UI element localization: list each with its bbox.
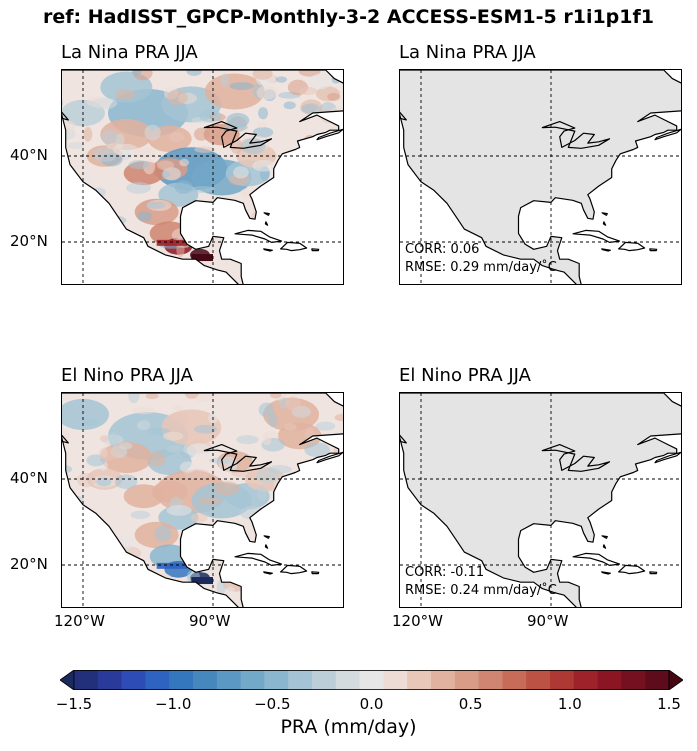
colorbar-tick-label: 0.5 <box>458 695 483 713</box>
lon-label-120w: 120°W <box>392 612 443 630</box>
colorbar-tick-label: 1.5 <box>657 695 681 713</box>
lat-label-20n: 20°N <box>10 555 48 573</box>
map-la-nina-model <box>61 69 344 285</box>
lat-label-40n: 40°N <box>10 469 48 487</box>
colorbar-swatch <box>359 670 384 690</box>
colorbar-swatch <box>97 670 123 690</box>
colorbar-swatch <box>431 670 456 690</box>
colorbar-swatches <box>59 669 684 691</box>
colorbar-swatch <box>502 670 527 690</box>
colorbar-extend-high <box>668 669 684 691</box>
colorbar-swatch <box>335 670 361 690</box>
rmse-value: RMSE: 0.29 mm/day/˚C <box>405 260 557 275</box>
colorbar-tick-label: 0.0 <box>359 695 384 713</box>
colorbar-swatch <box>216 670 242 690</box>
corr-value: CORR: -0.11 <box>405 565 485 580</box>
colorbar-swatch <box>240 670 265 690</box>
pra-field-map <box>62 393 343 607</box>
colorbar <box>59 669 684 691</box>
map-el-nino-model <box>61 392 344 608</box>
colorbar-swatch <box>597 670 622 690</box>
colorbar-swatch <box>264 670 289 690</box>
colorbar-swatch <box>526 670 551 690</box>
rmse-value: RMSE: 0.24 mm/day/˚C <box>405 583 557 598</box>
lon-label-120w: 120°W <box>54 612 105 630</box>
map-la-nina-ref: CORR: 0.06 RMSE: 0.29 mm/day/˚C <box>399 69 682 285</box>
lon-label-90w: 90°W <box>189 612 231 630</box>
lat-label-20n: 20°N <box>10 232 48 250</box>
colorbar-swatch <box>193 670 218 690</box>
panel-title-el-nino-model: El Nino PRA JJA <box>61 365 193 386</box>
map-el-nino-ref: CORR: -0.11 RMSE: 0.24 mm/day/˚C <box>399 392 682 608</box>
colorbar-tick-label: −1.5 <box>55 695 93 713</box>
colorbar-swatch <box>383 670 408 690</box>
reference-mask-map <box>400 70 681 284</box>
colorbar-label: PRA (mm/day) <box>280 716 417 738</box>
panel-title-la-nina-model: La Nina PRA JJA <box>61 42 198 63</box>
colorbar-swatch <box>550 670 575 690</box>
colorbar-swatch <box>312 670 337 690</box>
lat-label-40n: 40°N <box>10 146 48 164</box>
pra-field-map <box>62 70 343 284</box>
colorbar-swatch <box>121 670 146 690</box>
reference-mask-map <box>400 393 681 607</box>
lon-label-90w: 90°W <box>527 612 569 630</box>
colorbar-swatch <box>454 670 480 690</box>
colorbar-swatch <box>288 670 313 690</box>
colorbar-tick-label: −0.5 <box>254 695 291 713</box>
colorbar-swatch <box>478 670 503 690</box>
colorbar-swatch <box>145 670 170 690</box>
panel-title-el-nino-ref: El Nino PRA JJA <box>399 365 531 386</box>
colorbar-tick-label: 1.0 <box>557 695 582 713</box>
colorbar-swatch <box>169 670 194 690</box>
colorbar-tick-label: −1.0 <box>154 695 192 713</box>
corr-value: CORR: 0.06 <box>405 242 480 257</box>
colorbar-extend-low <box>59 669 75 691</box>
colorbar-swatch <box>645 670 670 690</box>
colorbar-swatch <box>74 670 99 690</box>
panel-title-la-nina-ref: La Nina PRA JJA <box>399 42 536 63</box>
figure-suptitle: ref: HadISST_GPCP-Monthly-3-2 ACCESS-ESM… <box>43 6 654 28</box>
colorbar-swatch <box>573 670 599 690</box>
colorbar-swatch <box>621 670 646 690</box>
colorbar-swatch <box>407 670 432 690</box>
